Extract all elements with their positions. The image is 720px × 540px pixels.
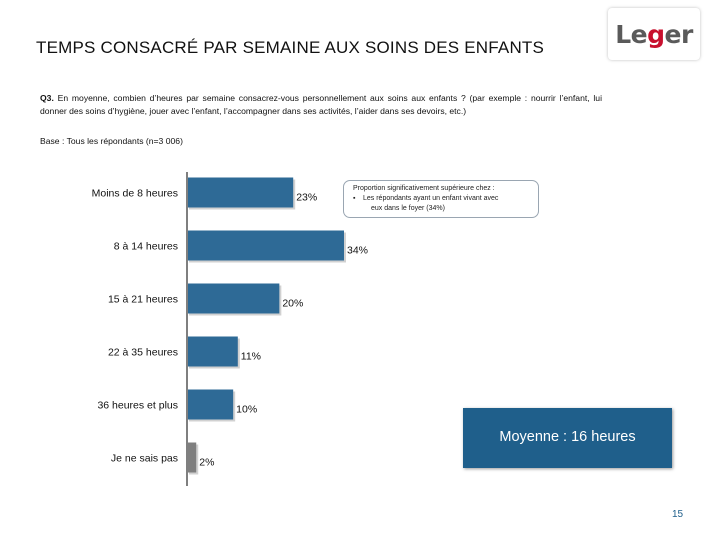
page-number: 15 bbox=[672, 509, 684, 520]
question-text: Q3. En moyenne, combien d’heures par sem… bbox=[40, 92, 602, 117]
category-label-1: 8 à 14 heures bbox=[114, 241, 178, 253]
category-label-0: Moins de 8 heures bbox=[92, 188, 178, 200]
bar-5 bbox=[187, 442, 197, 473]
base-text: Base : Tous les répondants (n=3 006) bbox=[40, 136, 183, 146]
bar-3 bbox=[187, 336, 238, 367]
data-label-0: 23% bbox=[296, 192, 317, 204]
bar-4 bbox=[187, 389, 234, 420]
logo-text-1: Le bbox=[615, 19, 648, 49]
note-line-3: eux dans le foyer (34%) bbox=[371, 205, 445, 212]
data-label-2: 20% bbox=[282, 298, 303, 310]
data-label-1: 34% bbox=[347, 245, 368, 257]
category-label-5: Je ne sais pas bbox=[111, 453, 178, 465]
category-label-4: 36 heures et plus bbox=[97, 400, 178, 412]
question-label: Q3. bbox=[40, 93, 54, 103]
bar-0 bbox=[187, 177, 294, 208]
note-line-1: Proportion significativement supérieure … bbox=[353, 185, 495, 192]
leger-logo: Le g er bbox=[608, 8, 700, 60]
note-bullet-icon: ▪ bbox=[353, 195, 356, 202]
logo-text-2: g bbox=[647, 19, 665, 49]
data-label-4: 10% bbox=[236, 404, 257, 416]
bar-2 bbox=[187, 283, 280, 314]
category-label-2: 15 à 21 heures bbox=[108, 294, 178, 306]
significance-note: Proportion significativement supérieure … bbox=[343, 180, 539, 218]
category-label-3: 22 à 35 heures bbox=[108, 347, 178, 359]
bar-1 bbox=[187, 230, 344, 261]
average-box: Moyenne : 16 heures bbox=[463, 408, 672, 468]
question-body: En moyenne, combien d’heures par semaine… bbox=[40, 93, 602, 116]
logo-text-3: er bbox=[664, 19, 694, 49]
page-title: TEMPS CONSACRÉ PAR SEMAINE AUX SOINS DES… bbox=[36, 38, 545, 57]
data-label-3: 11% bbox=[241, 351, 261, 363]
data-label-5: 2% bbox=[199, 457, 214, 469]
note-line-2: Les répondants ayant un enfant vivant av… bbox=[363, 195, 499, 202]
